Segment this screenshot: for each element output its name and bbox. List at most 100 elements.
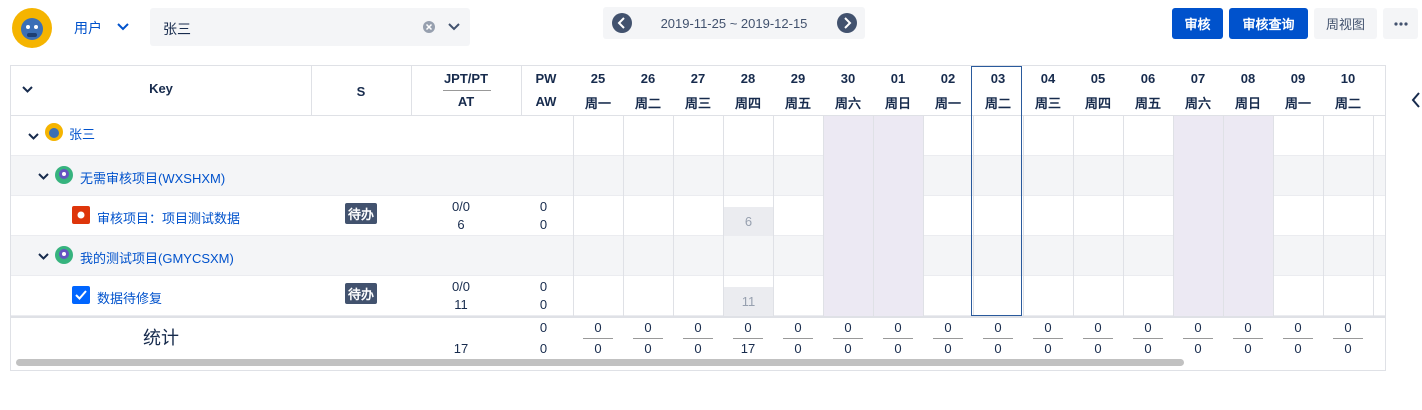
task-jpt: 0/0 [451, 279, 471, 294]
day-header: 02 [940, 71, 956, 86]
row-bg [11, 196, 1385, 236]
day-header: 29 [790, 71, 806, 86]
summary-top: 0 [1344, 320, 1352, 335]
summary-top: 0 [1244, 320, 1252, 335]
summary-bottom: 0 [594, 341, 602, 356]
summary-line [933, 338, 963, 339]
status-badge: 待办 [345, 283, 378, 304]
col-divider [1173, 116, 1174, 316]
col-divider [923, 116, 924, 316]
day-cell-value: 11 [724, 287, 773, 316]
summary-pw: 0 [539, 320, 548, 335]
weekend-shade [1223, 116, 1273, 316]
task-jpt: 0/0 [451, 199, 471, 214]
user-name[interactable]: 张三 [69, 127, 96, 142]
task-name[interactable]: 数据待修复 [97, 291, 163, 306]
task-at: 11 [454, 297, 468, 312]
summary-line [883, 338, 913, 339]
row-bg [11, 236, 1385, 276]
day-header: 01 [890, 71, 906, 86]
weekday-header: 周五 [784, 96, 811, 111]
summary-line [1033, 338, 1063, 339]
toolbar: 用户 张三 2019-11-25 ~ 2019-12-15 审核 审核查询 周视… [0, 0, 1422, 60]
summary-top: 0 [794, 320, 802, 335]
summary-line [1133, 338, 1163, 339]
weekend-shade [1173, 116, 1223, 316]
summary-bottom: 0 [1094, 341, 1102, 356]
task-pw: 0 [539, 279, 548, 294]
weekday-header: 周日 [1234, 96, 1261, 111]
col-divider [573, 116, 574, 316]
day-header: 26 [640, 71, 656, 86]
clear-icon[interactable] [423, 21, 435, 33]
week-view-button[interactable]: 周视图 [1314, 8, 1377, 39]
summary-bottom: 0 [1294, 341, 1302, 356]
header-aw: AW [535, 94, 557, 109]
day-header: 28 [740, 71, 756, 86]
weekday-header: 周四 [1084, 96, 1111, 111]
user-menu[interactable]: 用户 [74, 20, 102, 36]
weekday-header: 周二 [634, 96, 661, 111]
weekday-header: 周二 [984, 96, 1011, 111]
project-name[interactable]: 无需审核项目(WXSHXM) [80, 171, 226, 186]
summary-line [1283, 338, 1313, 339]
summary-line [583, 338, 613, 339]
project-name[interactable]: 我的测试项目(GMYCSXM) [80, 251, 234, 266]
summary-top: 0 [844, 320, 852, 335]
date-range[interactable]: 2019-11-25 ~ 2019-12-15 [643, 7, 825, 39]
summary-line [1183, 338, 1213, 339]
day-header: 06 [1140, 71, 1156, 86]
day-header: 09 [1290, 71, 1306, 86]
col-divider [1073, 116, 1074, 316]
approve-query-button[interactable]: 审核查询 [1229, 8, 1308, 39]
col-divider [311, 66, 312, 116]
summary-top: 0 [1144, 320, 1152, 335]
summary-at: 17 [453, 341, 469, 356]
task-type-icon [72, 206, 90, 224]
summary-top: 0 [1044, 320, 1052, 335]
col-divider [1373, 116, 1374, 316]
col-divider [1323, 116, 1324, 316]
summary-top: 0 [1194, 320, 1202, 335]
more-button[interactable] [1383, 8, 1418, 39]
day-header: 25 [590, 71, 606, 86]
weekday-header: 周三 [684, 96, 711, 111]
summary-top: 0 [944, 320, 952, 335]
weekday-header: 周六 [1184, 96, 1211, 111]
header-pw: PW [535, 71, 557, 86]
task-name[interactable]: 审核项目：项目测试数据 [97, 211, 241, 226]
summary-top: 0 [744, 320, 752, 335]
collapse-panel[interactable] [1410, 90, 1422, 110]
scrollbar-thumb[interactable] [16, 359, 1184, 366]
summary-bottom: 0 [794, 341, 802, 356]
summary-bottom: 0 [894, 341, 902, 356]
header-at: AT [457, 94, 475, 109]
day-header: 27 [690, 71, 706, 86]
day-header: 04 [1040, 71, 1056, 86]
prev-button[interactable] [611, 12, 633, 34]
header-jpt: JPT/PT [443, 71, 489, 86]
weekday-header: 周三 [1034, 96, 1061, 111]
weekday-header: 周二 [1334, 96, 1361, 111]
day-header: 05 [1090, 71, 1106, 86]
summary-line [983, 338, 1013, 339]
day-header: 08 [1240, 71, 1256, 86]
select-value: 张三 [163, 21, 191, 37]
summary-line [633, 338, 663, 339]
approve-button[interactable]: 审核 [1172, 8, 1223, 39]
day-header: 30 [840, 71, 856, 86]
col-divider [411, 66, 412, 116]
project-icon [55, 166, 73, 184]
summary-top: 0 [644, 320, 652, 335]
summary-bottom: 0 [1194, 341, 1202, 356]
summary-line [683, 338, 713, 339]
next-button[interactable] [836, 12, 858, 34]
weekday-header: 周六 [834, 96, 861, 111]
header-key: Key [149, 80, 173, 96]
col-divider [1223, 116, 1224, 316]
weekend-shade [873, 116, 923, 316]
user-select[interactable]: 张三 [150, 8, 470, 46]
col-divider [723, 116, 724, 316]
task-aw: 0 [539, 217, 548, 232]
